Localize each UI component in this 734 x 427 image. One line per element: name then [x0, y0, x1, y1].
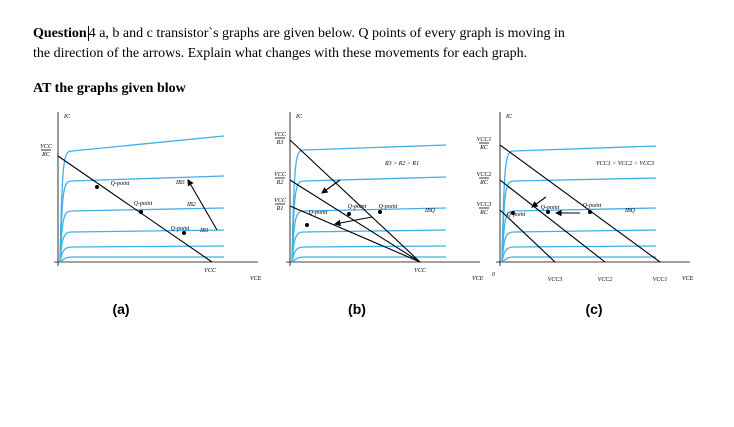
arrow — [321, 179, 341, 194]
q-point — [139, 210, 143, 214]
caption: (b) — [348, 301, 366, 317]
characteristic-curve — [501, 245, 657, 263]
characteristic-curve — [59, 256, 224, 263]
load-line — [289, 139, 421, 263]
label: 0 — [492, 272, 495, 278]
characteristic-curve — [501, 256, 656, 263]
caption: (c) — [585, 301, 602, 317]
label: Q-point — [111, 181, 130, 187]
label: IB2 — [186, 202, 196, 208]
label: RC — [479, 180, 489, 186]
load-line — [499, 209, 556, 263]
arrow — [531, 196, 547, 208]
load-line — [499, 179, 606, 263]
label: VCC — [204, 268, 217, 274]
label: R3 — [276, 140, 284, 146]
characteristic-curve — [291, 245, 447, 263]
label: RC — [479, 145, 489, 151]
question-label: Question — [33, 26, 87, 41]
characteristic-curve — [291, 256, 446, 263]
label: Q-point — [348, 204, 367, 210]
label: VCC3 — [477, 202, 492, 208]
characteristic-curve — [501, 177, 657, 263]
question-text: the direction of the arrows. Explain wha… — [33, 46, 528, 61]
question-line: Question 4 a, b and c transistor`s graphs… — [33, 26, 565, 42]
label: R1 — [276, 206, 284, 212]
label: RC — [479, 210, 489, 216]
label: VCC — [274, 172, 287, 178]
load-line — [57, 155, 213, 263]
characteristic-curve — [291, 176, 447, 263]
q-point — [305, 223, 309, 227]
label: VCC — [40, 144, 53, 150]
label: VCC1 > VCC2 > VCC3 — [596, 161, 654, 167]
label: VCE — [250, 276, 262, 282]
question-text: a, b and c transistor`s graphs are given… — [99, 26, 565, 41]
label: VCE — [472, 276, 484, 282]
characteristic-curve — [59, 229, 225, 263]
load-line — [499, 144, 661, 263]
load-line — [289, 205, 421, 263]
label: Q-point — [309, 210, 328, 216]
characteristic-curve — [59, 207, 225, 263]
label: VCC — [414, 268, 427, 274]
label: IC — [505, 114, 513, 120]
label: Q-point — [541, 205, 560, 211]
arrow — [187, 179, 218, 231]
characteristic-curve — [291, 144, 447, 263]
label: IB3 — [175, 180, 185, 186]
label: VCC3 — [548, 277, 563, 283]
label: Q-point — [379, 204, 398, 210]
q-point — [546, 210, 550, 214]
label: VCC — [274, 198, 287, 204]
q-point — [347, 212, 351, 216]
label: VCC2 — [598, 277, 613, 283]
q-point — [511, 211, 515, 215]
label: VCE — [682, 276, 694, 282]
label: IC — [63, 114, 71, 120]
label: R2 — [276, 180, 284, 186]
question-number: 4 — [88, 26, 96, 41]
label: Q-point — [171, 226, 190, 232]
label: IBQ — [624, 208, 636, 214]
characteristic-curve — [501, 229, 657, 263]
label: VCC1 — [477, 137, 492, 143]
load-line — [289, 179, 421, 263]
q-point — [588, 210, 592, 214]
arrow — [333, 216, 373, 227]
caption: (a) — [112, 301, 129, 317]
characteristic-curve — [291, 207, 447, 263]
label: VCC1 — [653, 277, 668, 283]
q-point — [95, 185, 99, 189]
label: VCC — [274, 132, 287, 138]
characteristic-curve — [59, 175, 225, 263]
label: IBQ — [424, 208, 436, 214]
subheading: AT the graphs given blow — [33, 81, 186, 96]
label: VCC2 — [477, 172, 492, 178]
label: RC — [41, 152, 51, 158]
label: R3 > R2 > R1 — [384, 161, 419, 167]
label: Q-point — [583, 203, 602, 209]
q-point — [182, 231, 186, 235]
label: Q-point — [134, 201, 153, 207]
label: IB1 — [199, 228, 209, 234]
characteristic-curve — [291, 229, 447, 263]
label: Q-point — [507, 212, 526, 218]
q-point — [378, 210, 382, 214]
label: IC — [295, 114, 303, 120]
characteristic-curve — [59, 245, 225, 263]
